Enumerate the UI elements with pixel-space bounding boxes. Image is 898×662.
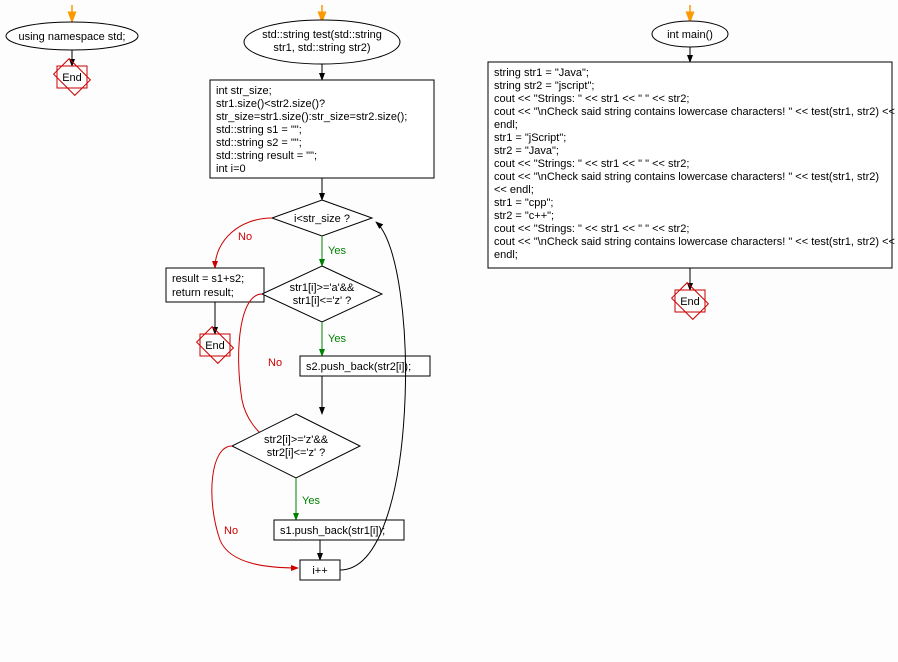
svg-text:int str_size;: int str_size; — [216, 85, 272, 97]
svg-text:std::string s2 = "";: std::string s2 = ""; — [216, 137, 302, 149]
end-node-2-label: End — [205, 340, 225, 352]
label-loop-yes: Yes — [328, 245, 346, 257]
end-node-1-label: End — [62, 72, 82, 84]
svg-text:std::string s1 = "";: std::string s1 = ""; — [216, 124, 302, 136]
svg-text:endl;: endl; — [494, 119, 518, 131]
label-loop-no: No — [238, 231, 252, 243]
node-test-sig-line1: str1, std::string str2) — [273, 42, 370, 54]
node-cond-str2-line1: str2[i]<='z' ? — [267, 447, 326, 459]
node-using-label: using namespace std; — [18, 31, 125, 43]
svg-text:str_size=str1.size():str_size=: str_size=str1.size():str_size=str2.size(… — [216, 111, 407, 123]
node-push-s1-label: s1.push_back(str1[i]); — [280, 525, 385, 537]
node-test-sig-line0: std::string test(std::string — [262, 29, 382, 41]
node-result-line1: return result; — [172, 287, 234, 299]
svg-text:cout << "\nCheck said string c: cout << "\nCheck said string contains lo… — [494, 236, 895, 248]
flowchart-canvas: using namespace std; End std::string tes… — [0, 0, 898, 662]
svg-text:str1.size()<str2.size()?: str1.size()<str2.size()? — [216, 98, 325, 110]
node-cond-str2 — [232, 414, 360, 478]
node-cond-str1-line0: str1[i]>='a'&& — [290, 282, 355, 294]
label-str1-yes: Yes — [328, 333, 346, 345]
label-str2-no: No — [224, 525, 238, 537]
svg-text:str1 = "jScript";: str1 = "jScript"; — [494, 132, 566, 144]
node-result-line0: result = s1+s2; — [172, 273, 244, 285]
svg-text:cout << "Strings: " << str1 <<: cout << "Strings: " << str1 << " " << st… — [494, 93, 689, 105]
svg-text:std::string result = "";: std::string result = ""; — [216, 150, 317, 162]
node-main-label: int main() — [667, 29, 713, 41]
svg-text:int i=0: int i=0 — [216, 163, 246, 175]
svg-text:cout << "Strings: " << str1 <<: cout << "Strings: " << str1 << " " << st… — [494, 223, 689, 235]
node-cond-str1 — [262, 266, 382, 322]
svg-text:cout << "\nCheck said string c: cout << "\nCheck said string contains lo… — [494, 171, 879, 183]
svg-text:str1 = "cpp";: str1 = "cpp"; — [494, 197, 553, 209]
node-cond-str2-line0: str2[i]>='z'&& — [264, 434, 329, 446]
svg-text:string str1 = "Java";: string str1 = "Java"; — [494, 67, 589, 79]
svg-text:string str2 = "jscript";: string str2 = "jscript"; — [494, 80, 594, 92]
node-push-s2-label: s2.push_back(str2[i]); — [306, 361, 411, 373]
edge-loop-no — [215, 218, 272, 268]
svg-text:str2 = "Java";: str2 = "Java"; — [494, 145, 559, 157]
node-cond-str1-line1: str1[i]<='z' ? — [293, 295, 352, 307]
node-inc-label: i++ — [312, 565, 327, 577]
svg-text:<< endl;: << endl; — [494, 184, 534, 196]
svg-text:cout << "\nCheck said string c: cout << "\nCheck said string contains lo… — [494, 106, 895, 118]
node-cond-loop-label: i<str_size ? — [294, 213, 350, 225]
svg-text:cout << "Strings: " << str1 <<: cout << "Strings: " << str1 << " " << st… — [494, 158, 689, 170]
label-str1-no: No — [268, 357, 282, 369]
svg-text:str2 = "c++";: str2 = "c++"; — [494, 210, 554, 222]
edge-inc-loopback — [340, 222, 405, 570]
label-str2-yes: Yes — [302, 495, 320, 507]
svg-text:endl;: endl; — [494, 249, 518, 261]
edge-str1-no — [239, 294, 268, 440]
end-node-3-label: End — [680, 296, 700, 308]
